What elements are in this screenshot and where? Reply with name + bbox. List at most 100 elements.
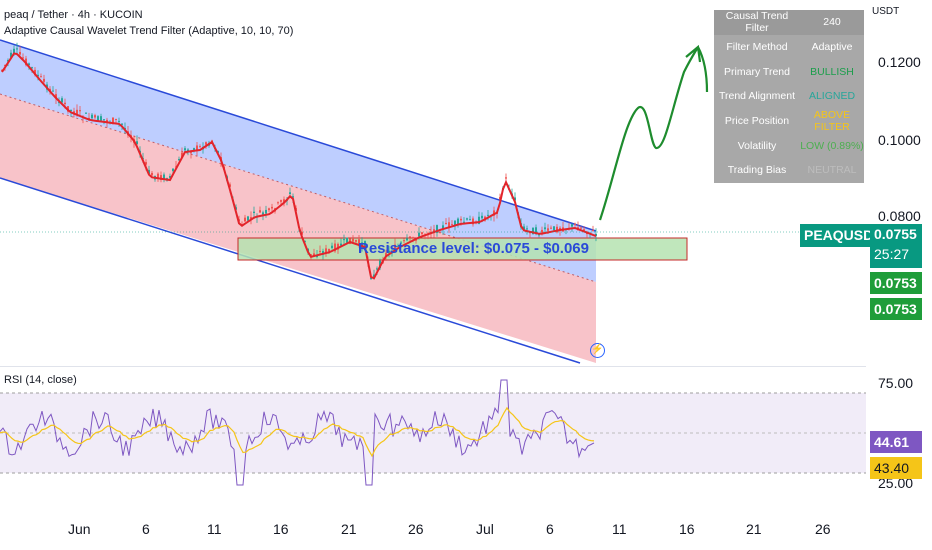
candle-body [379, 260, 381, 269]
candle-body [184, 148, 186, 151]
candle-body [52, 90, 54, 92]
candle-body [55, 94, 57, 99]
filter-table-period: 240 [823, 16, 841, 29]
candle-body [514, 197, 516, 201]
symbol-badge: PEAQUSDT [800, 224, 886, 247]
rsi-legend[interactable]: RSI (14, close) [4, 374, 77, 386]
candle-body [190, 152, 192, 154]
candle-body [7, 60, 9, 62]
candle-body [106, 119, 108, 123]
level-badge: 0.0753 [870, 298, 922, 320]
candle-body [403, 240, 405, 242]
candle-body [259, 210, 261, 213]
candle-body [463, 221, 465, 223]
filter-row: Trend Alignment ALIGNED [714, 84, 864, 109]
filter-row-value: NEUTRAL [807, 164, 857, 177]
projection-arrow [598, 44, 709, 221]
candle-body [478, 216, 480, 224]
candle-body [406, 238, 408, 241]
candle-body [412, 237, 414, 239]
candle-body [415, 239, 417, 241]
level-badge: 0.0753 [870, 272, 922, 294]
candle-body [304, 240, 306, 242]
channel-upper-fill [0, 40, 596, 282]
candle-body [85, 112, 87, 114]
candle-body [535, 227, 537, 234]
candle-body [100, 116, 102, 121]
candle-body [187, 149, 189, 152]
candle-body [115, 118, 117, 120]
candle-body [205, 142, 207, 145]
flash-icon[interactable]: ⚡ [590, 343, 605, 358]
candle-body [451, 224, 453, 226]
candle-body [595, 233, 597, 236]
indicator-legend[interactable]: Adaptive Causal Wavelet Trend Filter (Ad… [4, 25, 294, 37]
candle-body [97, 116, 99, 122]
candle-body [559, 227, 561, 230]
date-tick: 16 [679, 521, 695, 537]
candle-body [523, 226, 525, 230]
candle-body [148, 169, 150, 174]
candle-body [469, 219, 471, 221]
symbol-legend[interactable]: peaq / Tether · 4h · KUCOIN [4, 9, 143, 21]
candle-body [409, 236, 411, 238]
candle-body [418, 232, 420, 237]
resistance-label: Resistance level: $0.075 - $0.069 [358, 240, 589, 257]
filter-info-table: Causal Trend Filter 240 Filter Method Ad… [714, 10, 864, 183]
candle-body [19, 51, 21, 55]
candle-body [79, 110, 81, 112]
filter-row-value: BULLISH [810, 65, 854, 78]
date-tick: 26 [815, 521, 831, 537]
candle-body [10, 52, 12, 58]
candle-body [112, 117, 114, 125]
channel-lower-line [0, 177, 581, 364]
date-tick: 11 [612, 521, 627, 537]
filter-row: Price Position ABOVE FILTER [714, 109, 864, 134]
candle-body [91, 114, 93, 119]
pane-separator[interactable] [0, 366, 866, 367]
candle-body [118, 120, 120, 122]
date-tick: Jul [476, 521, 494, 537]
candle-body [250, 217, 252, 220]
candle-body [169, 176, 171, 178]
candle-body [160, 175, 162, 180]
candle-body [145, 162, 147, 165]
filter-row: Primary Trend BULLISH [714, 59, 864, 84]
candle-body [337, 243, 339, 250]
candle-body [340, 243, 342, 246]
candle-body [445, 222, 447, 224]
candle-body [376, 268, 378, 270]
candle-body [43, 78, 45, 82]
candle-body [193, 148, 195, 152]
candle-body [178, 158, 180, 161]
candle-body [574, 223, 576, 225]
channel-upper-line [0, 39, 597, 232]
rsi-tick: 75.00 [878, 375, 914, 391]
candle-body [28, 63, 30, 66]
candle-body [301, 231, 303, 235]
candle-body [157, 173, 159, 178]
candle-body [172, 168, 174, 172]
candle-body [547, 228, 549, 231]
filter-row-value: Adaptive [811, 41, 853, 54]
candle-body [94, 115, 96, 118]
candle-body [181, 152, 183, 158]
filter-row-key: Trend Alignment [718, 90, 796, 103]
filter-row: Volatility LOW (0.89%) [714, 133, 864, 158]
candle-body [244, 217, 246, 222]
candle-body [289, 192, 291, 195]
candle-body [385, 253, 387, 256]
filter-row-key: Filter Method [726, 41, 788, 54]
candle-body [448, 222, 450, 229]
filter-row: Trading Bias NEUTRAL [714, 158, 864, 183]
candle-body [460, 218, 462, 221]
candle-body [592, 229, 594, 231]
date-tick: 6 [546, 521, 554, 537]
candle-body [457, 218, 459, 224]
currency-label[interactable]: USDT [872, 6, 900, 17]
candle-body [505, 177, 507, 179]
rsi-ma-badge: 43.40 [870, 457, 922, 479]
price-tick: 0.1200 [878, 54, 921, 70]
